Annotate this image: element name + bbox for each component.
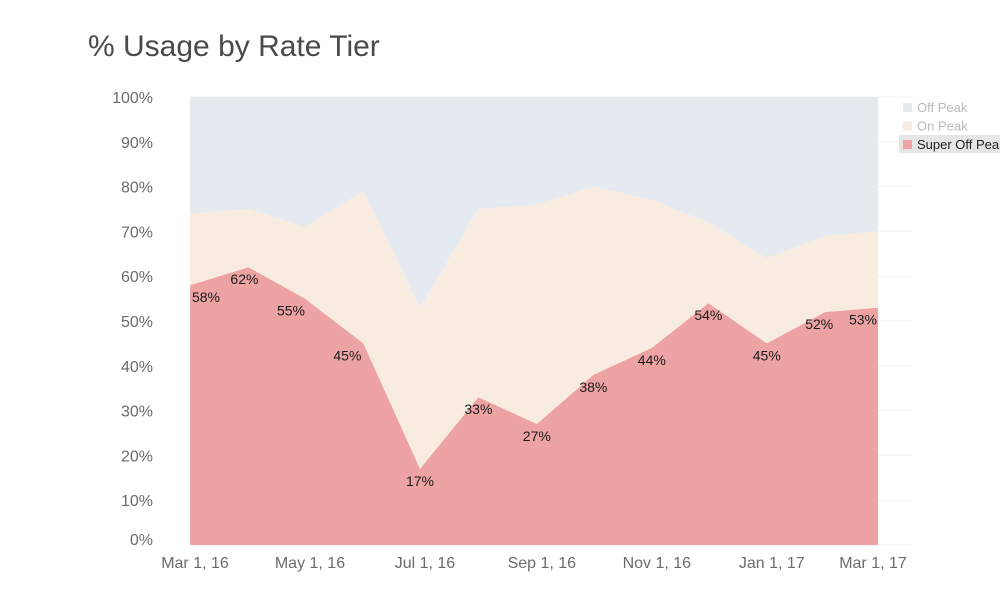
legend-item-super-off-peak[interactable]: Super Off Peak [899,135,1000,153]
y-tick-label: 40% [121,359,153,376]
y-tick-label: 100% [112,90,153,107]
data-label: 17% [406,473,434,489]
legend-item-on-peak[interactable]: On Peak [903,119,968,134]
y-tick-label: 50% [121,314,153,331]
x-tick-label: Jul 1, 16 [395,555,456,572]
y-tick-label: 0% [130,532,153,549]
legend[interactable]: Off Peak On Peak Super Off Peak [899,100,1000,153]
data-label: 52% [805,316,833,332]
x-tick-label: Jan 1, 17 [739,555,805,572]
on-peak-area[interactable] [190,186,878,469]
legend-swatch [903,103,912,112]
data-label: 38% [579,379,607,395]
legend-label: Off Peak [917,100,968,115]
data-label: 27% [523,428,551,444]
legend-label: On Peak [917,119,968,134]
y-tick-label: 90% [121,135,153,152]
legend-highlight [899,135,1000,153]
y-tick-label: 70% [121,224,153,241]
data-label: 62% [230,271,258,287]
legend-label: Super Off Peak [917,137,1000,152]
data-label: 53% [849,312,877,328]
y-tick-label: 30% [121,404,153,421]
data-label: 45% [333,347,361,363]
chart-title: % Usage by Rate Tier [88,30,380,63]
x-tick-label: Mar 1, 17 [839,555,907,572]
y-tick-label: 60% [121,269,153,286]
y-tick-label: 80% [121,180,153,197]
data-labels: 58% 62% 55% 45% 17% 33% 27% 38% 44% 54% 45% 52% 53% [192,271,877,489]
off-peak-area[interactable] [190,97,878,308]
x-tick-label: Mar 1, 16 [161,555,229,572]
data-label: 45% [753,347,781,363]
x-tick-label: Nov 1, 16 [623,555,692,572]
plot-areas [190,97,878,545]
x-axis-ticks: Mar 1, 16 May 1, 16 Jul 1, 16 Sep 1, 16 Nov … [161,555,907,572]
data-label: 33% [464,401,492,417]
data-label: 44% [638,352,666,368]
data-label: 54% [694,307,722,323]
legend-swatch [903,121,912,131]
data-label: 58% [192,289,220,305]
legend-item-off-peak[interactable]: Off Peak [903,100,968,115]
x-tick-label: May 1, 16 [275,555,345,572]
y-tick-label: 20% [121,448,153,465]
super-off-peak-area[interactable] [190,267,878,545]
y-tick-label: 10% [121,493,153,510]
x-tick-label: Sep 1, 16 [508,555,577,572]
data-label: 55% [277,303,305,319]
legend-swatch [903,140,912,149]
y-axis-ticks: 0% 10% 20% 30% 40% 50% 60% 70% 80% 90% 100% [112,90,153,549]
